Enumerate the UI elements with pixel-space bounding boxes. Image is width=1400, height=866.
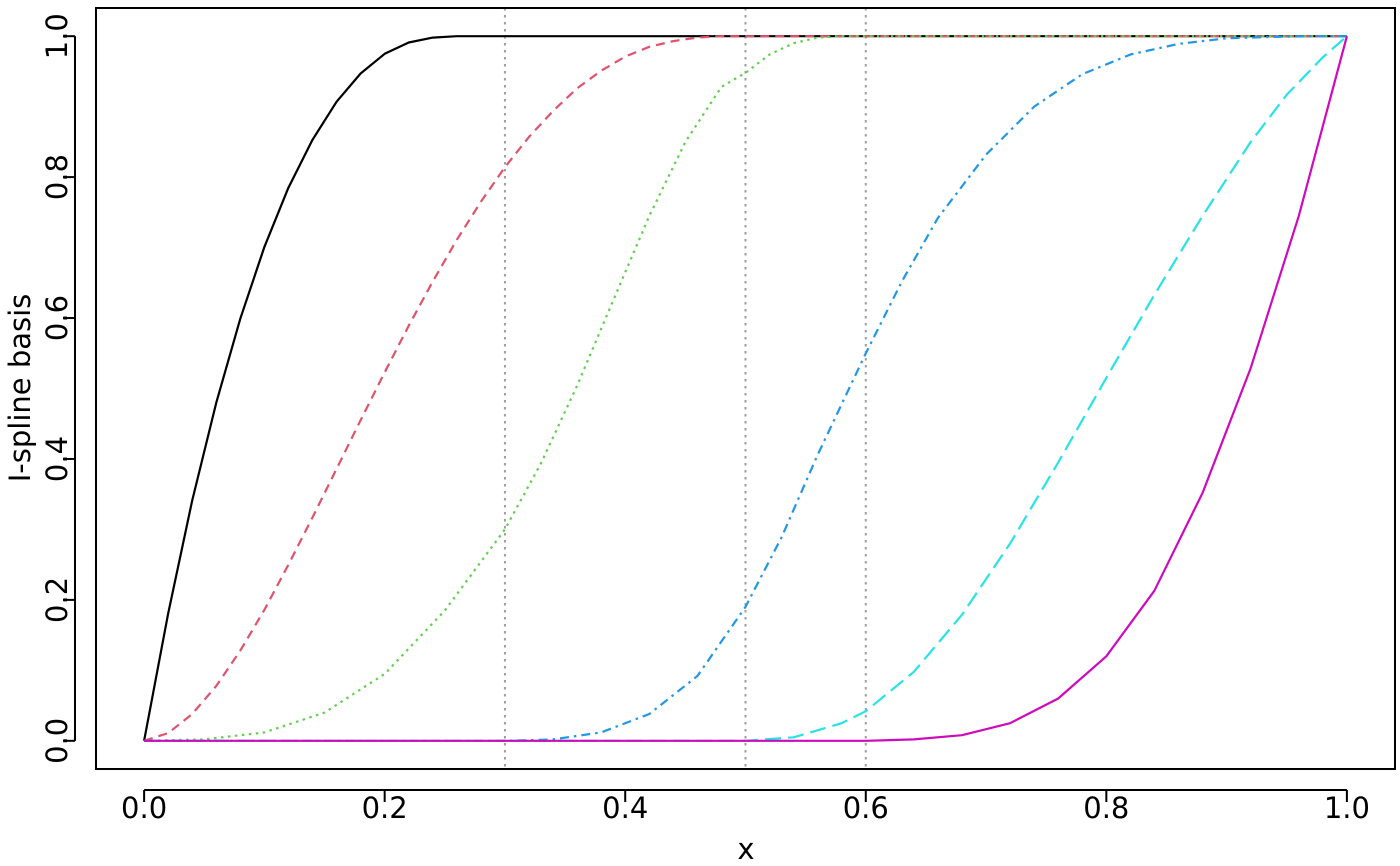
- series-line-6: [144, 35, 1348, 742]
- x-tick-label: 0.0: [121, 791, 167, 825]
- y-axis: 0.0 0.2 0.4 0.6 0.8 1.0: [40, 13, 76, 764]
- x-tick-label: 0.6: [843, 791, 889, 825]
- x-tick-label: 1.0: [1324, 791, 1370, 825]
- y-tick-label: 1.0: [40, 13, 74, 59]
- series-line-4: [144, 35, 1347, 742]
- y-tick-label: 0.2: [40, 577, 74, 623]
- x-axis-title: x: [737, 832, 754, 866]
- x-axis: 0.0 0.2 0.4 0.6 0.8 1.0: [121, 789, 1370, 825]
- series-line-2: [143, 35, 1347, 742]
- y-tick-label: 0.0: [40, 718, 74, 764]
- plot-frame: [95, 7, 1396, 770]
- y-tick-label: 0.4: [40, 436, 74, 482]
- series-line-5: [144, 35, 1348, 742]
- y-tick-label: 0.8: [40, 154, 74, 200]
- knot-lines: [503, 8, 867, 769]
- x-tick-label: 0.8: [1083, 791, 1129, 825]
- series-lines: [143, 35, 1348, 742]
- x-tick-label: 0.2: [362, 791, 408, 825]
- y-axis-title: I-spline basis: [3, 294, 37, 483]
- series-line-1: [143, 35, 1347, 742]
- x-tick-label: 0.4: [602, 791, 648, 825]
- y-tick-label: 0.6: [40, 295, 74, 341]
